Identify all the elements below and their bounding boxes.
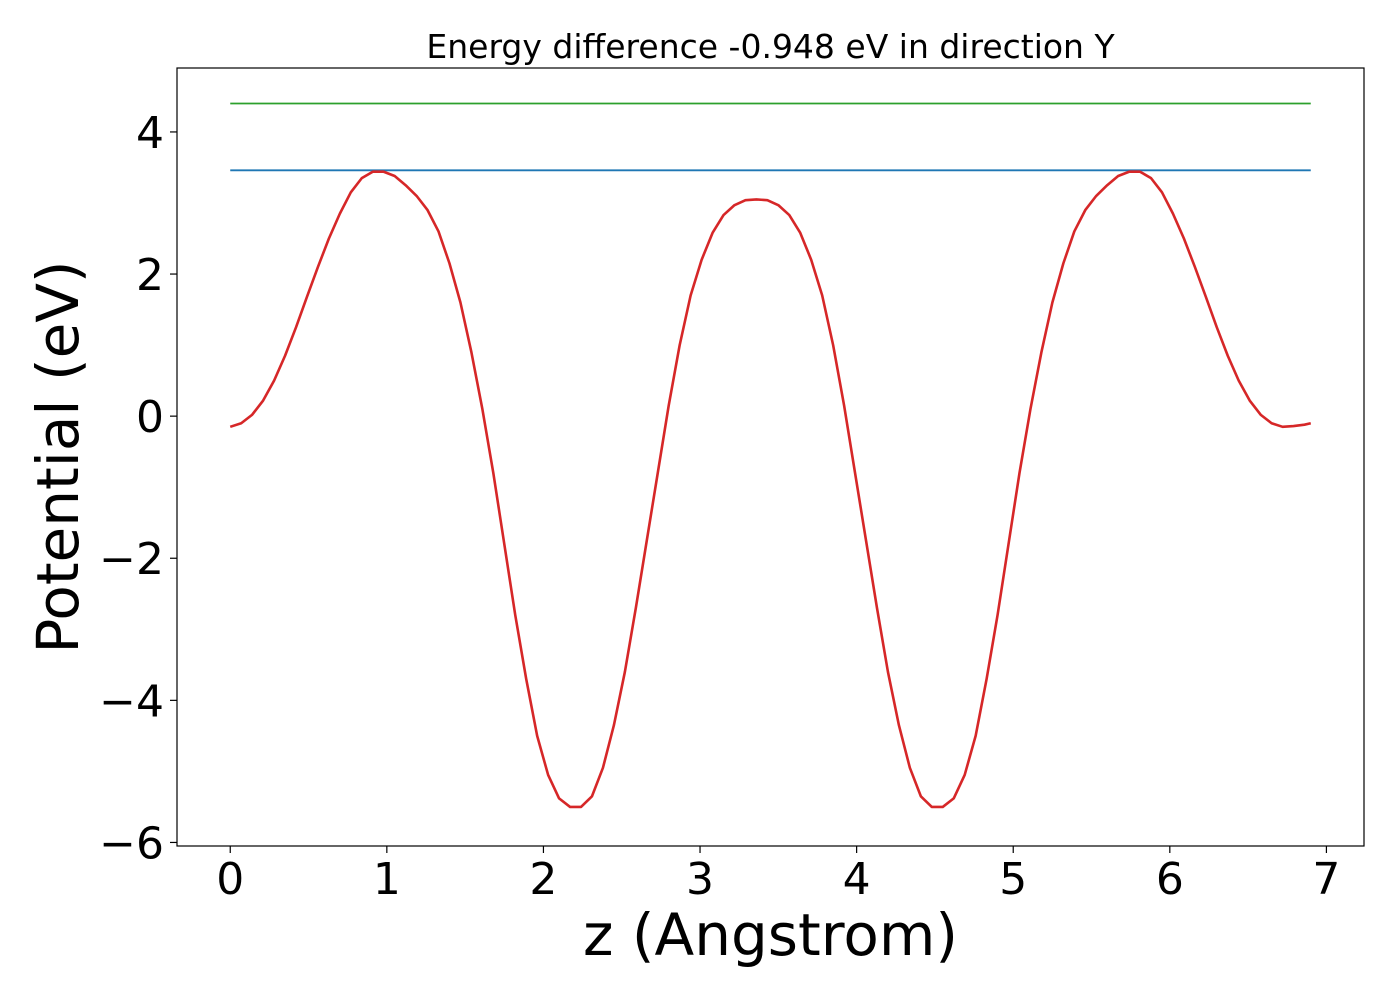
x-tick-label: 7 xyxy=(1312,854,1340,905)
x-tick-label: 1 xyxy=(373,854,401,905)
chart-title: Energy difference -0.948 eV in direction… xyxy=(426,27,1115,66)
plot-area xyxy=(176,67,1365,847)
y-tick-label: 4 xyxy=(136,108,164,159)
plot-frame xyxy=(176,67,1365,847)
x-tick-label: 2 xyxy=(529,854,557,905)
x-tick-label: 5 xyxy=(999,854,1027,905)
x-axis: 0 1 2 3 4 5 6 7 xyxy=(216,846,1340,905)
x-tick-label: 4 xyxy=(843,854,871,905)
x-axis-label: z (Angstrom) xyxy=(583,901,958,969)
y-tick-label: −4 xyxy=(99,676,164,727)
y-axis-label: Potential (eV) xyxy=(24,260,92,653)
y-tick-label: −6 xyxy=(99,818,164,869)
x-tick-label: 6 xyxy=(1156,854,1184,905)
y-tick-label: 0 xyxy=(136,392,164,443)
y-tick-label: 2 xyxy=(136,250,164,301)
y-axis: −6 −4 −2 0 2 4 xyxy=(99,108,177,869)
series-layer xyxy=(229,102,1312,809)
y-tick-label: −2 xyxy=(99,534,164,585)
series-line-3 xyxy=(229,170,1312,809)
x-tick-label: 3 xyxy=(686,854,714,905)
x-tick-label: 0 xyxy=(216,854,244,905)
